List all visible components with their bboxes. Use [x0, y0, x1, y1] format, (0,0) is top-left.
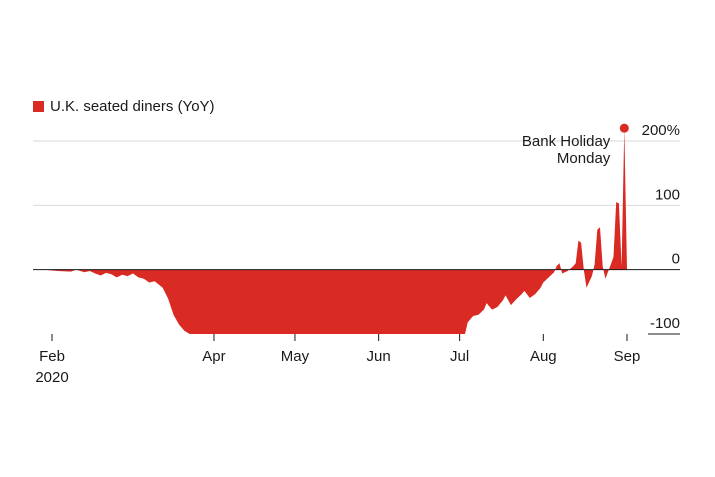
legend-swatch [33, 101, 44, 112]
y-tick-label: 100 [655, 186, 680, 203]
x-tick-label: Apr [202, 348, 225, 365]
x-tick-label: Sep [614, 348, 641, 365]
y-tick-label: -100 [650, 315, 680, 332]
y-tick-label: 0 [672, 251, 680, 268]
chart-legend: U.K. seated diners (YoY) [33, 98, 215, 115]
series-area [43, 128, 644, 334]
grid-layer [33, 140, 680, 206]
label-layer: 200% 100 0 -100 Feb 2020 Apr May Jun Jul Aug Sep [35, 122, 680, 386]
annotation-label: Monday [557, 150, 611, 167]
x-tick-label: May [281, 348, 310, 365]
x-tick-label: Jun [367, 348, 391, 365]
x-tick-label: Feb [39, 348, 65, 365]
x-tick-label: Aug [530, 348, 557, 365]
axis-layer [33, 269, 680, 341]
area-layer [43, 128, 644, 334]
annotation-marker [619, 123, 629, 133]
x-tick-sublabel: 2020 [35, 369, 68, 386]
x-tick-label: Jul [450, 348, 469, 365]
legend-label: U.K. seated diners (YoY) [50, 98, 215, 115]
annotation-label: Bank Holiday [522, 133, 611, 150]
y-tick-label: 200% [642, 122, 680, 139]
